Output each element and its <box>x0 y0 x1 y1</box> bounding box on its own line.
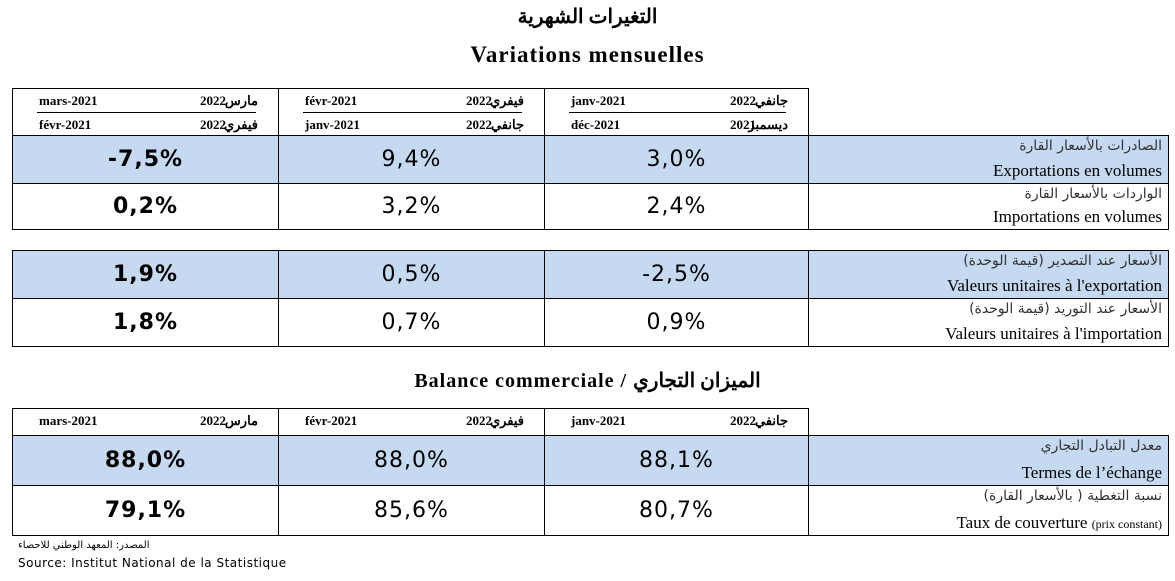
table-row: 1,9% 0,5% -2,5% الأسعار عند التصدير (قيم… <box>12 250 1169 299</box>
row-label: الأسعار عند التصدير (قيمة الوحدة) Valeur… <box>808 250 1169 299</box>
value-cell: 88,0% <box>12 435 279 486</box>
value-cell: 3,2% <box>278 183 545 230</box>
value-cell: 9,4% <box>278 135 545 184</box>
value-cell: 2,4% <box>544 183 809 230</box>
row-label: الصادرات بالأسعار القارة Exportations en… <box>808 135 1169 184</box>
header-col-3: janv-2021 2022 جانفي déc-2021 2021 ديسمب… <box>544 88 809 136</box>
value-cell: 80,7% <box>544 485 809 536</box>
value-cell: 85,6% <box>278 485 545 536</box>
row-label: الواردات بالأسعار القارة Importations en… <box>808 183 1169 230</box>
value-cell: -2,5% <box>544 250 809 299</box>
volumes-table: mars-2021 2022 مارس févr-2021 2022 فيفري… <box>12 88 1169 230</box>
header-col-2: févr-2021 2022 فيفري janv-2021 2022 جانف… <box>278 88 545 136</box>
subtitle-balance: Balance commerciale / الميزان التجاري <box>414 370 761 392</box>
table-row: 79,1% 85,6% 80,7% نسبة التغطية ( بالأسعا… <box>12 485 1169 536</box>
value-cell: 88,1% <box>544 435 809 486</box>
unit-values-table: 1,9% 0,5% -2,5% الأسعار عند التصدير (قيم… <box>12 250 1169 347</box>
header-col-2: févr-2021 2022 فيفري <box>278 408 545 436</box>
value-cell: -7,5% <box>12 135 279 184</box>
source-arabic: المصدر: المعهد الوطني للاحصاء <box>18 540 150 551</box>
table-row: -7,5% 9,4% 3,0% الصادرات بالأسعار القارة… <box>12 135 1169 184</box>
header-col-3: janv-2021 2022 جانفي <box>544 408 809 436</box>
header-col-1: mars-2021 2022 مارس févr-2021 2022 فيفري <box>12 88 279 136</box>
table-row: 0,2% 3,2% 2,4% الواردات بالأسعار القارة … <box>12 183 1169 230</box>
table-row: 88,0% 88,0% 88,1% معدل التبادل التجاري T… <box>12 435 1169 486</box>
title-arabic: التغيرات الشهرية <box>517 6 658 28</box>
row-label: معدل التبادل التجاري Termes de l’échange <box>808 435 1169 486</box>
value-cell: 1,8% <box>12 298 279 347</box>
source-french: Source: Institut National de la Statisti… <box>18 556 287 570</box>
value-cell: 79,1% <box>12 485 279 536</box>
balance-table: mars-2021 2022 مارس févr-2021 2022 فيفري… <box>12 408 1169 536</box>
value-cell: 88,0% <box>278 435 545 486</box>
value-cell: 1,9% <box>12 250 279 299</box>
row-label: الأسعار عند التوريد (قيمة الوحدة) Valeur… <box>808 298 1169 347</box>
value-cell: 0,7% <box>278 298 545 347</box>
value-cell: 0,9% <box>544 298 809 347</box>
table-row: 1,8% 0,7% 0,9% الأسعار عند التوريد (قيمة… <box>12 298 1169 347</box>
value-cell: 3,0% <box>544 135 809 184</box>
value-cell: 0,2% <box>12 183 279 230</box>
row-label: نسبة التغطية ( بالأسعار القارة) Taux de … <box>808 485 1169 536</box>
header-col-1: mars-2021 2022 مارس <box>12 408 279 436</box>
value-cell: 0,5% <box>278 250 545 299</box>
title-french: Variations mensuelles <box>470 42 705 67</box>
